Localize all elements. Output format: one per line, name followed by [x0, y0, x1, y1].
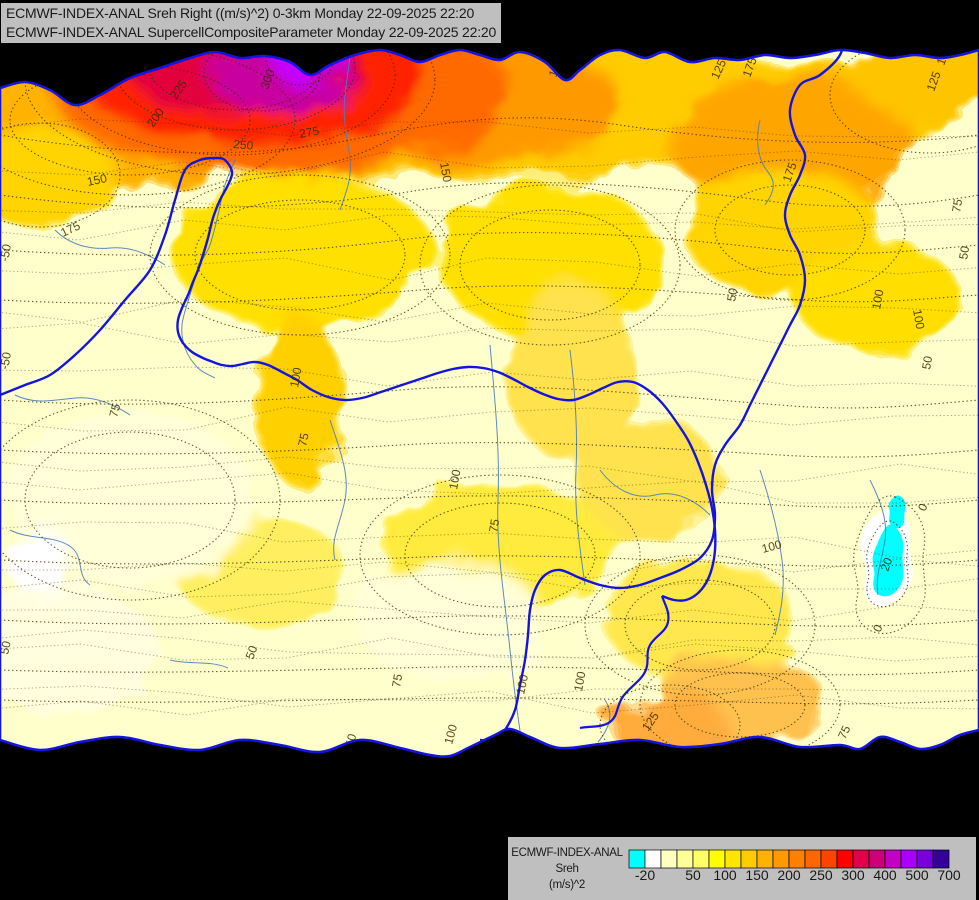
- svg-text:100: 100: [713, 867, 737, 883]
- svg-text:150: 150: [745, 867, 769, 883]
- svg-text:200: 200: [777, 867, 801, 883]
- svg-text:250: 250: [809, 867, 833, 883]
- svg-text:700: 700: [937, 867, 961, 883]
- svg-text:300: 300: [841, 867, 865, 883]
- svg-text:400: 400: [873, 867, 897, 883]
- svg-text:-20: -20: [635, 867, 655, 883]
- svg-text:500: 500: [905, 867, 929, 883]
- svg-text:50: 50: [685, 867, 701, 883]
